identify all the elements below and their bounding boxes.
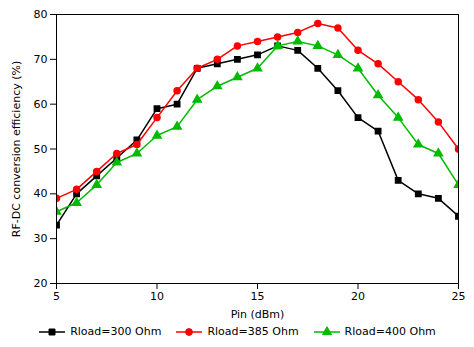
- html-text:Rload=385 Ohm: Rload=385 Ohm: [207, 325, 299, 338]
- svg-text:30: 30: [34, 232, 48, 245]
- svg-text:50: 50: [34, 143, 48, 156]
- svg-text:10: 10: [150, 290, 164, 303]
- html-text:Rload=300 Ohm: Rload=300 Ohm: [70, 325, 162, 338]
- svg-text:20: 20: [351, 290, 365, 303]
- svg-text:15: 15: [251, 290, 265, 303]
- svg-text:70: 70: [34, 53, 48, 66]
- svg-text:60: 60: [34, 98, 48, 111]
- html-text:Rload=400 Ohm: Rload=400 Ohm: [344, 325, 436, 338]
- svg-text:20: 20: [34, 277, 48, 290]
- svg-text:Pin (dBm): Pin (dBm): [231, 308, 285, 321]
- svg-text:80: 80: [34, 8, 48, 21]
- svg-text:25: 25: [452, 290, 466, 303]
- svg-text:RF-DC conversion efficiency (%: RF-DC conversion efficiency (%): [10, 61, 23, 237]
- svg-text:40: 40: [34, 187, 48, 200]
- svg-text:5: 5: [53, 290, 60, 303]
